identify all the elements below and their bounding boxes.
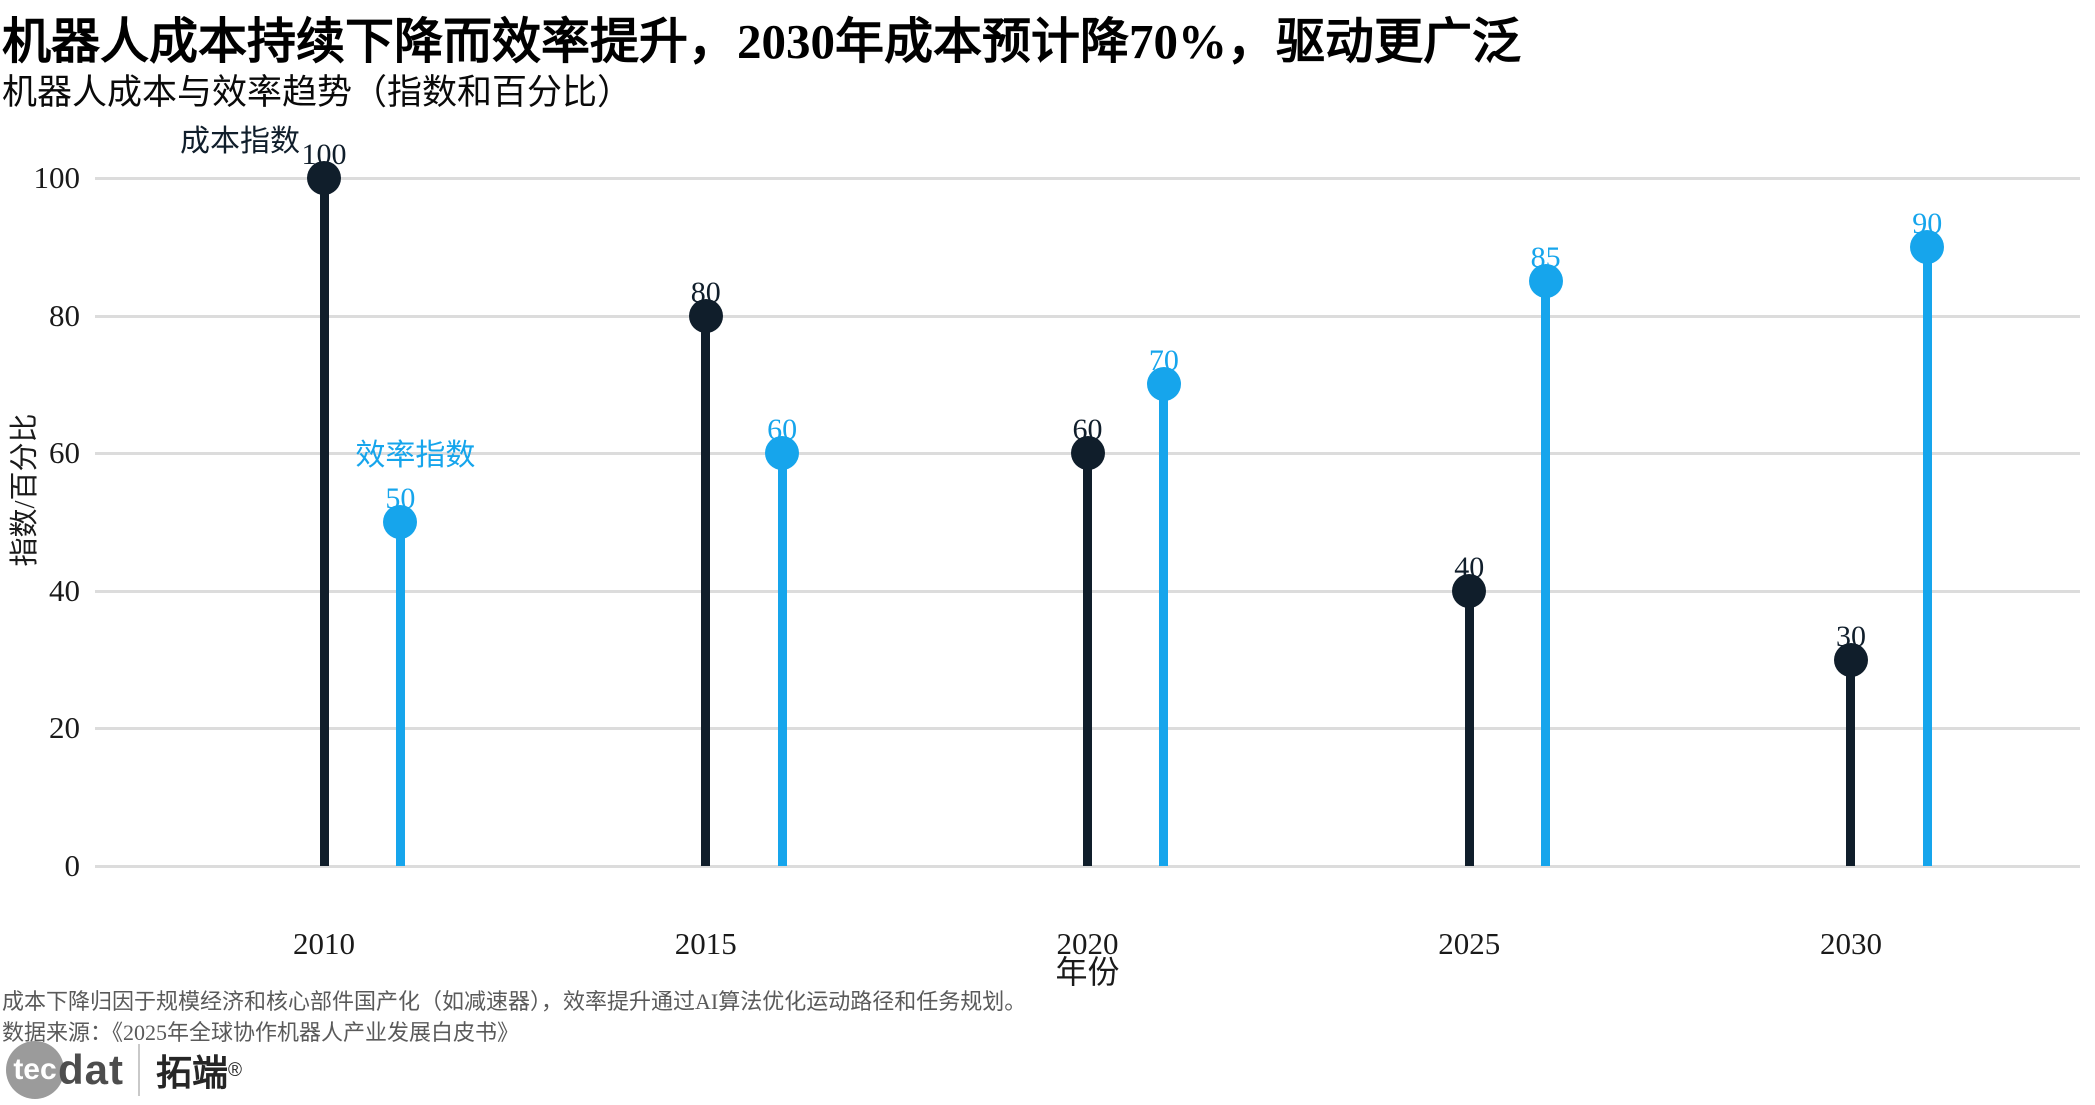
value-label-成本指数-2010: 100: [301, 138, 347, 171]
tecdat-logo: tec dat 拓端 ®: [6, 1040, 242, 1100]
chart-title: 机器人成本持续下降而效率提升，2030年成本预计降70%，驱动更广泛: [2, 14, 1522, 69]
value-label-成本指数-2025: 40: [1454, 550, 1485, 584]
data-point-成本指数-2015: [688, 298, 723, 333]
stem-成本指数-2010: [319, 178, 329, 866]
footnote: 成本下降归因于规模经济和核心部件国产化（如减速器），效率提升通过AI算法优化运动…: [2, 989, 1027, 1014]
stem-效率指数-2021: [1159, 384, 1169, 866]
y-tick-label-80: 80: [49, 297, 80, 333]
logo-suffix-text: dat: [58, 1046, 124, 1093]
stem-成本指数-2030: [1846, 659, 1856, 866]
value-label-成本指数-2015: 80: [690, 275, 721, 309]
value-label-效率指数-2021: 70: [1148, 344, 1179, 378]
data-point-成本指数-2020: [1070, 436, 1105, 471]
y-tick-label-40: 40: [49, 572, 80, 608]
value-label-成本指数-2020: 60: [1072, 413, 1103, 447]
registered-mark: ®: [228, 1059, 243, 1081]
grid-line-0: [95, 865, 2080, 868]
data-point-效率指数-2031: [1910, 229, 1945, 264]
stem-成本指数-2020: [1083, 453, 1092, 866]
value-label-效率指数-2031: 90: [1912, 206, 1943, 240]
plot-area: 指数/百分比 年份 0 20 40 60 80 100 2010 2015 2020 2025 20…: [9, 125, 2080, 990]
grid-line-100: [95, 177, 2080, 180]
x-axis-title: 年份: [1055, 954, 1120, 990]
stem-效率指数-2016: [777, 453, 787, 866]
value-label-效率指数-2011: 50: [385, 482, 416, 515]
x-tick-label-2020: 2020: [1056, 926, 1119, 961]
chart-subtitle: 机器人成本与效率趋势（指数和百分比）: [2, 73, 633, 112]
y-tick-label-0: 0: [64, 848, 81, 883]
x-tick-label-2025: 2025: [1438, 926, 1501, 961]
x-tick-label-2030: 2030: [1819, 926, 1882, 961]
data-point-效率指数-2026: [1528, 264, 1563, 299]
logo-circle-text: tec: [13, 1053, 57, 1086]
x-tick-label-2010: 2010: [293, 926, 356, 961]
data-point-效率指数-2011: [383, 505, 418, 539]
stem-效率指数-2026: [1541, 281, 1551, 866]
stem-成本指数-2015: [701, 315, 711, 866]
grid-line-80: [95, 314, 2080, 318]
stem-效率指数-2011: [395, 522, 405, 866]
x-tick-label-2015: 2015: [674, 926, 737, 961]
data-point-效率指数-2021: [1146, 367, 1181, 402]
logo-circle: tec: [6, 1041, 64, 1099]
data-point-成本指数-2025: [1452, 573, 1487, 608]
stem-成本指数-2025: [1464, 590, 1474, 866]
stem-效率指数-2031: [1922, 246, 1932, 866]
data-point-效率指数-2016: [765, 436, 800, 471]
data-point-成本指数-2030: [1833, 642, 1868, 677]
logo-brand-text: 拓端: [156, 1052, 229, 1093]
series-annotation-成本指数: 成本指数: [180, 125, 301, 158]
y-tick-label-100: 100: [33, 160, 81, 195]
value-label-成本指数-2030: 30: [1835, 619, 1866, 653]
value-label-效率指数-2016: 60: [767, 413, 798, 447]
logo-divider: [138, 1044, 140, 1096]
source-note: 数据来源：《2025年全球协作机器人产业发展白皮书》: [2, 1020, 520, 1045]
y-tick-label-20: 20: [49, 710, 80, 746]
value-label-效率指数-2026: 85: [1530, 241, 1561, 275]
data-point-成本指数-2010: [307, 161, 342, 195]
y-tick-label-60: 60: [49, 435, 80, 471]
series-annotation-效率指数: 效率指数: [355, 439, 476, 472]
